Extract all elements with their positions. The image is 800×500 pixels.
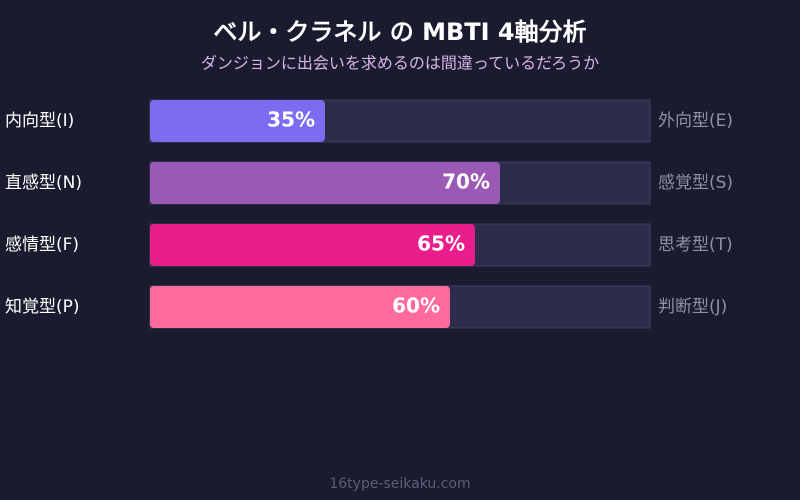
footer: 16type-seikaku.com	[329, 476, 470, 492]
bar	[150, 286, 450, 328]
bar	[150, 162, 500, 204]
left-label: 内向型(I)	[5, 111, 74, 131]
right-label: 判断型(J)	[658, 297, 727, 317]
right-label: 外向型(E)	[658, 111, 733, 131]
right-label: 感覚型(S)	[658, 173, 733, 193]
left-label: 直感型(N)	[5, 173, 82, 193]
bar	[150, 224, 475, 266]
left-label: 知覚型(P)	[5, 297, 80, 317]
value-label: 65%	[417, 232, 465, 256]
bar	[150, 100, 325, 142]
chart-title: ベル・クラネル の MBTI 4軸分析	[213, 18, 586, 46]
chart-subtitle: ダンジョンに出会いを求めるのは間違っているだろうか	[201, 54, 599, 73]
value-label: 70%	[442, 170, 490, 194]
left-label: 感情型(F)	[5, 235, 79, 255]
value-label: 60%	[392, 294, 440, 318]
right-label: 思考型(T)	[658, 235, 733, 255]
value-label: 35%	[267, 108, 315, 132]
